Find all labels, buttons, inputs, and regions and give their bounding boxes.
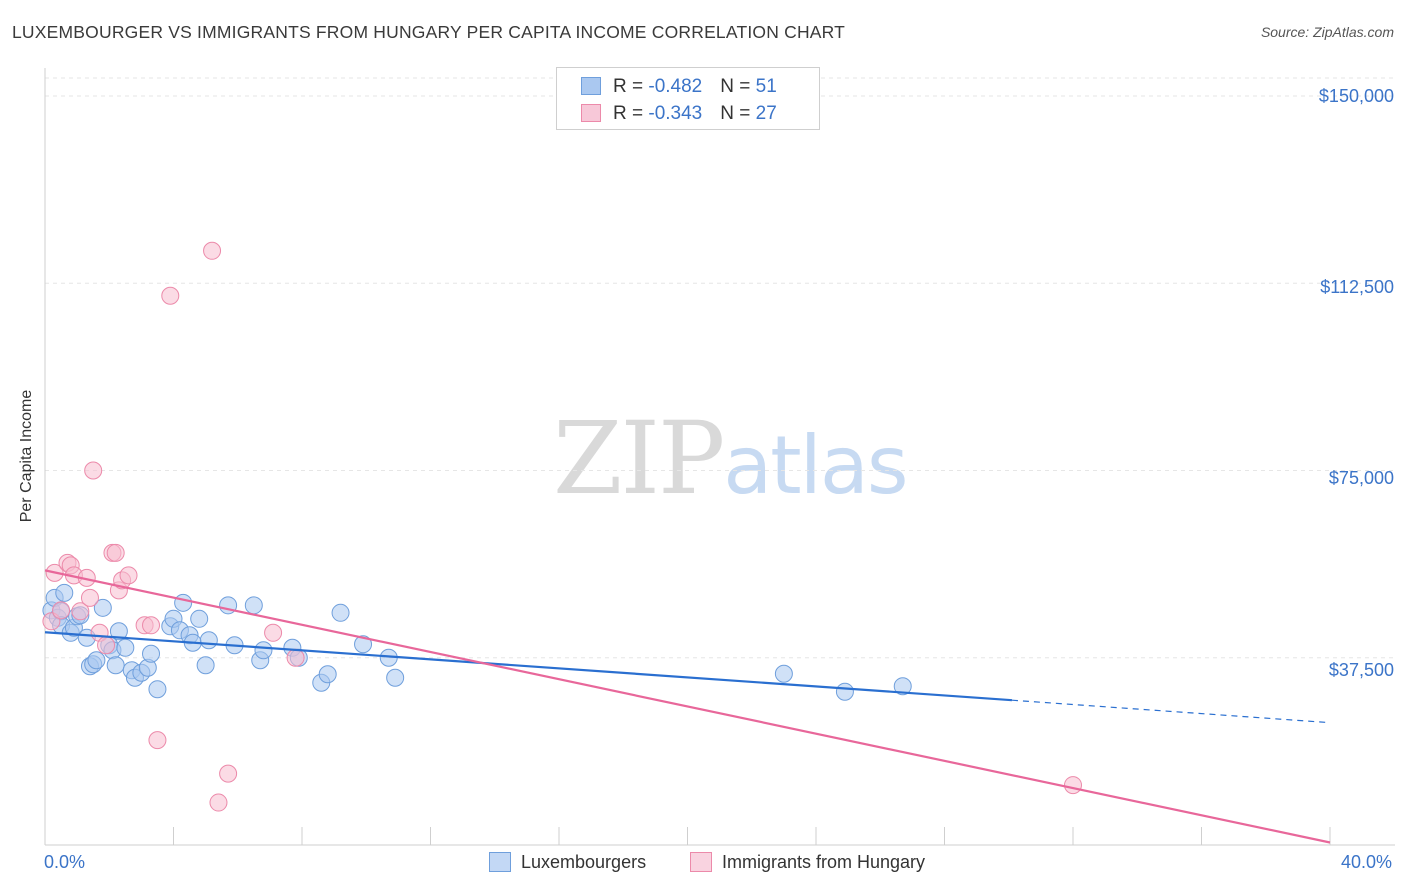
y-tick-label: $112,500 — [1320, 277, 1394, 297]
data-point-luxembourgers — [354, 635, 373, 654]
chart-title: LUXEMBOURGER VS IMMIGRANTS FROM HUNGARY … — [12, 22, 846, 42]
data-point-hungary — [84, 461, 103, 480]
legend-swatch-pink — [581, 104, 601, 122]
data-point-luxembourgers — [835, 682, 854, 701]
data-point-luxembourgers — [331, 603, 350, 622]
data-point-luxembourgers — [774, 664, 793, 683]
data-point-luxembourgers — [87, 651, 106, 670]
data-point-luxembourgers — [244, 596, 263, 615]
trend-line-extension-luxembourgers — [1011, 699, 1331, 724]
legend-r-label: R = — [613, 103, 649, 124]
legend-n-label: N = — [720, 103, 756, 124]
data-point-luxembourgers — [386, 668, 405, 687]
data-point-luxembourgers — [190, 609, 209, 628]
data-point-hungary — [106, 543, 125, 562]
bottom-legend-luxembourgers: Luxembourgers — [489, 852, 646, 873]
bottom-legend-label: Immigrants from Hungary — [722, 852, 926, 872]
data-point-hungary — [219, 764, 238, 783]
bottom-legend-label: Luxembourgers — [521, 852, 647, 872]
legend-n-value: 51 — [755, 76, 777, 97]
bottom-legend-swatch-blue — [489, 852, 511, 872]
data-point-luxembourgers — [55, 583, 74, 602]
y-tick-label: $150,000 — [1318, 86, 1394, 106]
x-tick-label-max: 40.0% — [1340, 852, 1392, 872]
data-point-luxembourgers — [196, 656, 215, 675]
data-point-luxembourgers — [148, 680, 167, 699]
data-point-hungary — [119, 566, 138, 585]
legend-n-label: N = — [720, 76, 756, 97]
data-point-hungary — [1064, 776, 1082, 795]
data-point-hungary — [148, 731, 167, 750]
data-point-luxembourgers — [254, 641, 273, 660]
legend-row-luxembourgers: R = -0.482 N = 51 — [581, 76, 777, 98]
data-point-luxembourgers — [174, 593, 193, 612]
legend-swatch-blue — [581, 77, 601, 95]
data-point-hungary — [203, 241, 222, 260]
bottom-legend-hungary: Immigrants from Hungary — [690, 852, 925, 873]
data-point-luxembourgers — [893, 677, 912, 696]
legend-r-value: -0.343 — [648, 103, 703, 124]
data-point-luxembourgers — [93, 598, 112, 617]
data-point-luxembourgers — [106, 656, 125, 675]
correlation-legend: R = -0.482 N = 51 R = -0.343 N = 27 — [556, 67, 820, 130]
data-point-luxembourgers — [199, 631, 218, 650]
trend-line-luxembourgers — [44, 631, 1013, 702]
legend-row-hungary: R = -0.343 N = 27 — [581, 103, 777, 125]
y-axis-label: Per Capita Income — [18, 389, 35, 523]
y-tick-label: $75,000 — [1328, 468, 1394, 488]
watermark-atlas: atlas — [723, 419, 908, 512]
data-point-hungary — [97, 636, 116, 655]
data-point-hungary — [52, 601, 71, 620]
data-point-hungary — [286, 648, 305, 667]
data-point-hungary — [209, 793, 228, 812]
bottom-legend-swatch-pink — [690, 852, 712, 872]
legend-r-value: -0.482 — [648, 76, 703, 97]
legend-r-label: R = — [613, 76, 649, 97]
data-point-hungary — [264, 623, 283, 642]
data-point-luxembourgers — [116, 638, 135, 657]
source-label: Source: ZipAtlas.com — [1260, 24, 1394, 40]
data-point-luxembourgers — [318, 665, 337, 684]
y-tick-label: $37,500 — [1328, 660, 1394, 680]
watermark: ZIPatlas — [553, 400, 909, 517]
data-point-luxembourgers — [142, 644, 161, 663]
data-point-hungary — [71, 602, 90, 621]
data-point-luxembourgers — [109, 622, 128, 641]
watermark-zip: ZIP — [553, 400, 725, 517]
data-point-hungary — [80, 588, 99, 607]
trend-line-hungary — [44, 569, 1331, 844]
data-point-hungary — [161, 286, 180, 305]
data-point-hungary — [142, 616, 161, 635]
x-tick-label-min: 0.0% — [44, 852, 86, 872]
legend-n-value: 27 — [755, 103, 777, 124]
